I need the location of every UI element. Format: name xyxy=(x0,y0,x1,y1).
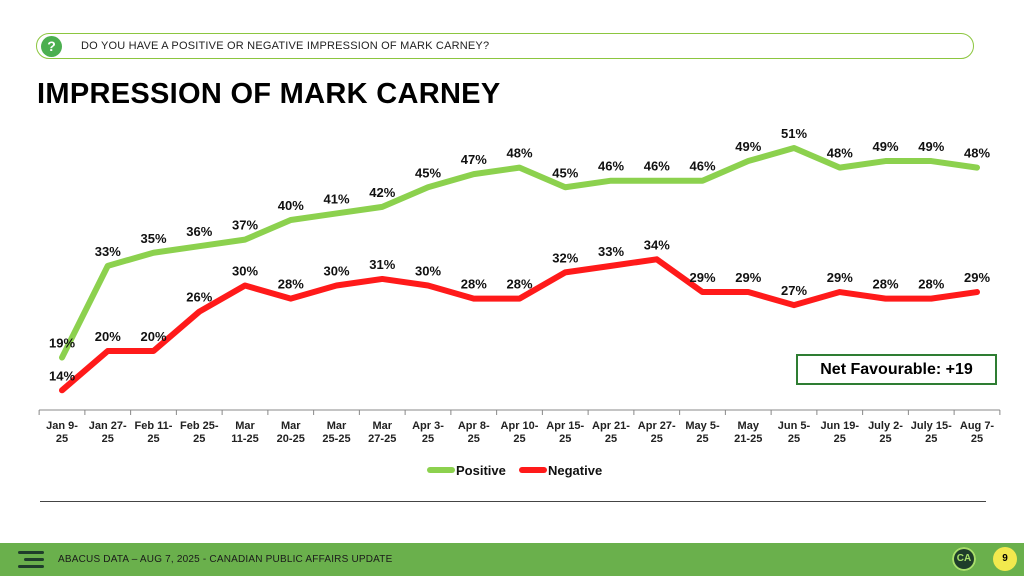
x-tick-label: July 15-25 xyxy=(911,420,952,445)
x-tick-label: Mar 11-25 xyxy=(231,420,259,445)
positive-data-label: 35% xyxy=(140,231,166,246)
legend-label-positive: Positive xyxy=(456,463,506,478)
negative-data-label: 28% xyxy=(461,277,487,292)
ca-logo: CA xyxy=(952,547,976,571)
page-number: 9 xyxy=(993,547,1017,571)
x-tick-label: Apr 3-25 xyxy=(412,420,444,445)
x-tick-label: Feb 11-25 xyxy=(135,420,173,445)
x-tick-label: Jun 5-25 xyxy=(778,420,811,445)
negative-data-label: 30% xyxy=(415,264,441,279)
negative-data-label: 28% xyxy=(918,277,944,292)
x-tick-label: Mar 25-25 xyxy=(322,420,350,445)
positive-data-label: 47% xyxy=(461,152,487,167)
legend-label-negative: Negative xyxy=(548,463,602,478)
positive-data-label: 49% xyxy=(918,139,944,154)
positive-data-label: 48% xyxy=(506,146,532,161)
negative-data-label: 31% xyxy=(369,257,395,272)
footer-source: ABACUS DATA – AUG 7, 2025 - CANADIAN PUB… xyxy=(58,554,393,565)
x-tick-label: Apr 15-25 xyxy=(546,420,584,445)
positive-data-label: 51% xyxy=(781,126,807,141)
negative-data-label: 29% xyxy=(735,270,761,285)
x-tick-label: Apr 8-25 xyxy=(458,420,490,445)
x-tick-label: Jan 27-25 xyxy=(89,420,127,445)
negative-data-label: 29% xyxy=(964,270,990,285)
positive-data-label: 45% xyxy=(552,165,578,180)
net-favourable-box: Net Favourable: +19 xyxy=(796,354,997,385)
positive-data-label: 46% xyxy=(689,159,715,174)
abacus-logo-icon xyxy=(18,551,44,569)
x-tick-label: Apr 21-25 xyxy=(592,420,630,445)
negative-data-label: 29% xyxy=(689,270,715,285)
positive-data-label: 33% xyxy=(95,244,121,259)
x-tick-label: Aug 7-25 xyxy=(960,420,995,445)
negative-data-label: 28% xyxy=(872,277,898,292)
positive-data-label: 48% xyxy=(827,146,853,161)
positive-data-label: 49% xyxy=(735,139,761,154)
x-tick-label: Jun 19-25 xyxy=(820,420,859,445)
negative-data-label: 28% xyxy=(506,277,532,292)
negative-data-label: 28% xyxy=(278,277,304,292)
positive-data-label: 19% xyxy=(49,336,75,351)
positive-line xyxy=(59,144,980,361)
positive-data-label: 45% xyxy=(415,165,441,180)
positive-data-label: 48% xyxy=(964,146,990,161)
negative-data-label: 32% xyxy=(552,250,578,265)
positive-data-label: 37% xyxy=(232,218,258,233)
page-title: IMPRESSION OF MARK CARNEY xyxy=(37,78,501,110)
negative-data-label: 20% xyxy=(95,329,121,344)
negative-data-label: 29% xyxy=(827,270,853,285)
positive-data-label: 36% xyxy=(186,224,212,239)
positive-data-label: 46% xyxy=(644,159,670,174)
line-chart: Jan 9-25 Jan 27-25 Feb 11-25 Feb 25-25 Mar 11… xyxy=(38,126,1001,478)
negative-data-label: 20% xyxy=(140,329,166,344)
x-tick-label: Mar 20-25 xyxy=(277,420,305,445)
question-circle-icon: ? xyxy=(41,36,62,57)
x-tick-label: Apr 27-25 xyxy=(638,420,676,445)
positive-data-label: 49% xyxy=(872,139,898,154)
negative-data-label: 34% xyxy=(644,237,670,252)
question-text: DO YOU HAVE A POSITIVE OR NEGATIVE IMPRE… xyxy=(81,40,490,52)
x-tick-label: July 2-25 xyxy=(868,420,903,445)
positive-data-label: 41% xyxy=(323,191,349,206)
positive-data-label: 40% xyxy=(278,198,304,213)
x-tick-label: May 5-25 xyxy=(685,420,720,445)
negative-data-label: 30% xyxy=(323,264,349,279)
positive-data-label: 46% xyxy=(598,159,624,174)
x-tick-label: Jan 9-25 xyxy=(46,420,78,445)
x-tick-label: Feb 25-25 xyxy=(180,420,219,445)
negative-data-label: 14% xyxy=(49,368,75,383)
x-tick-label: Apr 10-25 xyxy=(501,420,539,445)
positive-data-label: 42% xyxy=(369,185,395,200)
negative-line xyxy=(59,256,980,394)
negative-data-label: 30% xyxy=(232,264,258,279)
footer: ABACUS DATA – AUG 7, 2025 - CANADIAN PUB… xyxy=(0,543,1024,576)
question-bar: ? DO YOU HAVE A POSITIVE OR NEGATIVE IMP… xyxy=(36,33,974,59)
negative-data-label: 27% xyxy=(781,283,807,298)
negative-data-label: 33% xyxy=(598,244,624,259)
x-tick-label: May 21-25 xyxy=(734,420,762,445)
x-tick-label: Mar 27-25 xyxy=(368,420,396,445)
negative-data-label: 26% xyxy=(186,290,212,305)
divider xyxy=(40,501,986,502)
